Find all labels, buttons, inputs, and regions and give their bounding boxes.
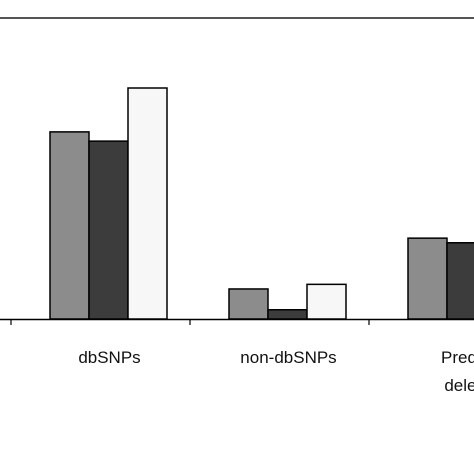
bar [49, 131, 90, 320]
bar [228, 288, 269, 320]
bar [127, 87, 168, 320]
category-labels: dbSNPs non-dbSNPs Predict delete [78, 348, 474, 395]
bar [267, 309, 308, 320]
bar [306, 283, 347, 320]
bar [88, 140, 129, 320]
bars [49, 87, 474, 320]
category-label: dbSNPs [78, 348, 140, 367]
category-label: non-dbSNPs [240, 348, 336, 367]
category-label: delete [444, 376, 474, 395]
category-label: Predict [441, 348, 474, 367]
bar [407, 237, 448, 320]
bar [446, 242, 474, 320]
x-axis-ticks [10, 319, 370, 325]
